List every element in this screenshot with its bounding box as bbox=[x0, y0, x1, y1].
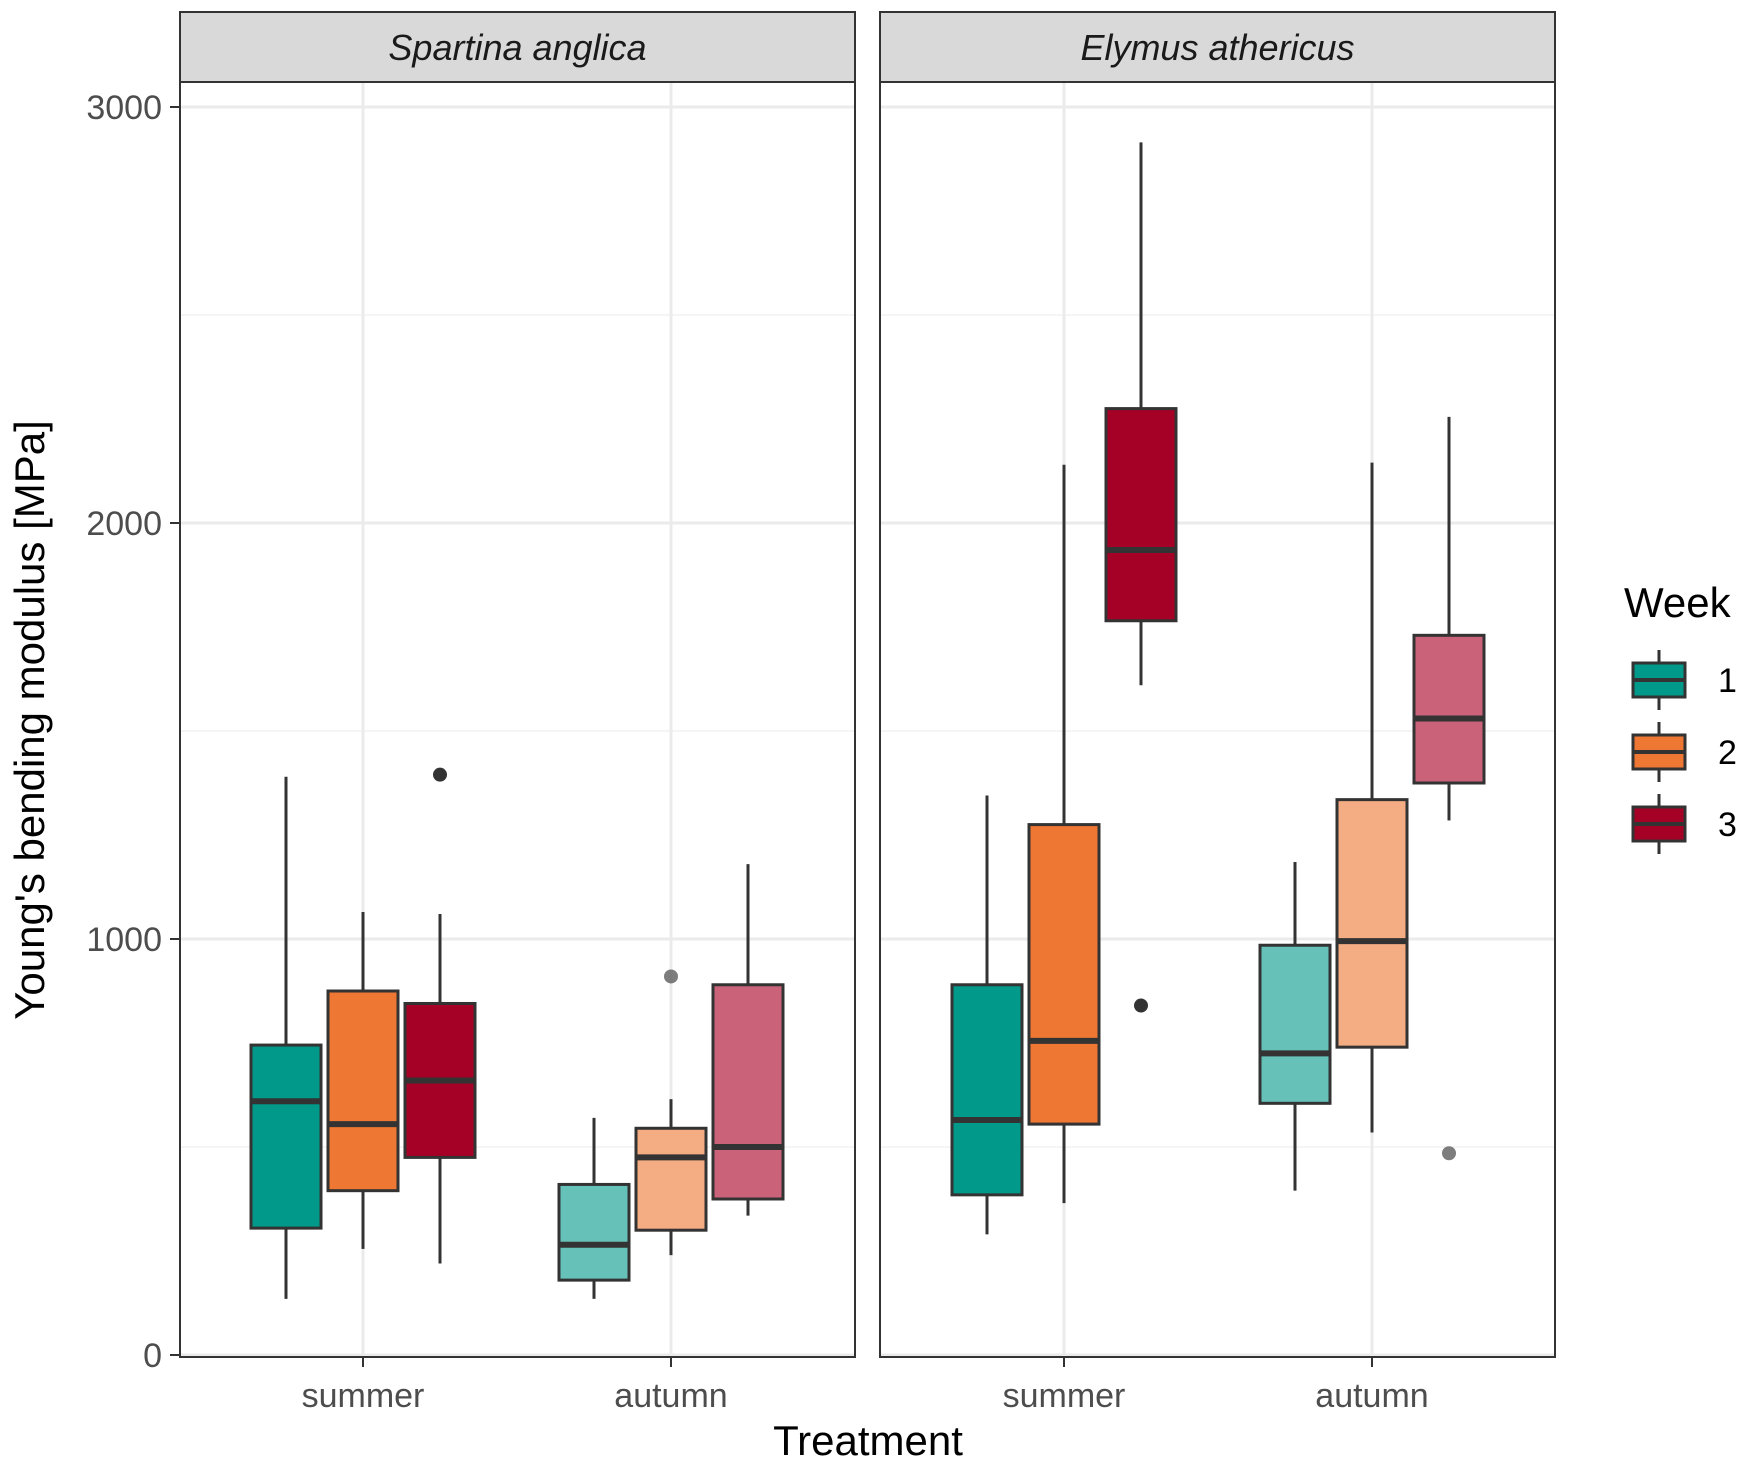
box-elymus-autumn-week1 bbox=[1258, 862, 1332, 1191]
x-tick-label: summer bbox=[1003, 1377, 1126, 1415]
box-body bbox=[1335, 798, 1409, 1049]
outlier-point bbox=[664, 969, 678, 984]
y-tick-label: 2000 bbox=[86, 505, 162, 543]
x-tick-label: autumn bbox=[614, 1377, 727, 1415]
x-tick-label: summer bbox=[302, 1377, 425, 1415]
legend-key-week-1 bbox=[1631, 650, 1687, 710]
box-spartina-autumn-week3 bbox=[711, 864, 785, 1216]
outlier-point bbox=[1134, 998, 1148, 1013]
box-elymus-summer-week3 bbox=[1104, 142, 1178, 1013]
box-spartina-autumn-week2 bbox=[634, 969, 708, 1256]
legend: Week 1 2 3 bbox=[1624, 579, 1737, 854]
legend-title: Week bbox=[1624, 579, 1732, 626]
strip-elymus bbox=[879, 11, 1556, 83]
y-axis: 0 1000 2000 3000 bbox=[86, 89, 180, 1375]
box-spartina-summer-week2 bbox=[326, 911, 400, 1249]
facet-label-elymus: Elymus athericus bbox=[1080, 27, 1354, 68]
outlier-point bbox=[1442, 1146, 1456, 1161]
box-elymus-autumn-week2 bbox=[1335, 462, 1409, 1133]
box-body bbox=[249, 1043, 323, 1230]
box-body bbox=[557, 1182, 631, 1282]
box-body bbox=[950, 983, 1024, 1197]
outlier-point bbox=[433, 767, 447, 782]
x-axis-title: Treatment bbox=[773, 1417, 963, 1464]
box-spartina-summer-week3 bbox=[403, 767, 477, 1264]
y-tick-label: 3000 bbox=[86, 89, 162, 127]
box-body bbox=[1412, 633, 1486, 785]
y-axis-title: Young's bending modulus [MPa] bbox=[6, 420, 53, 1020]
legend-label-week-2: 2 bbox=[1718, 734, 1737, 772]
legend-key-week-3 bbox=[1631, 794, 1687, 854]
box-elymus-summer-week2 bbox=[1027, 464, 1101, 1204]
legend-key-week-2 bbox=[1631, 722, 1687, 782]
x-axis: summer autumn summer autumn bbox=[302, 1357, 1429, 1415]
box-elymus-summer-week1 bbox=[950, 795, 1024, 1235]
y-tick-label: 1000 bbox=[86, 921, 162, 959]
x-tick-label: autumn bbox=[1315, 1377, 1428, 1415]
box-body bbox=[634, 1126, 708, 1232]
box-body bbox=[326, 989, 400, 1193]
box-body bbox=[711, 983, 785, 1201]
legend-label-week-3: 3 bbox=[1718, 806, 1737, 844]
y-tick-label: 0 bbox=[143, 1337, 162, 1375]
box-elymus-autumn-week3 bbox=[1412, 416, 1486, 1161]
box-body bbox=[1258, 943, 1332, 1105]
strip-spartina bbox=[179, 11, 856, 83]
box-body bbox=[1027, 823, 1101, 1126]
box-spartina-autumn-week1 bbox=[557, 1117, 631, 1299]
box-body bbox=[1104, 407, 1178, 623]
box-spartina-summer-week1 bbox=[249, 776, 323, 1299]
facet-label-spartina: Spartina anglica bbox=[388, 27, 646, 68]
box-marks bbox=[249, 142, 1486, 1299]
legend-label-week-1: 1 bbox=[1718, 662, 1737, 700]
